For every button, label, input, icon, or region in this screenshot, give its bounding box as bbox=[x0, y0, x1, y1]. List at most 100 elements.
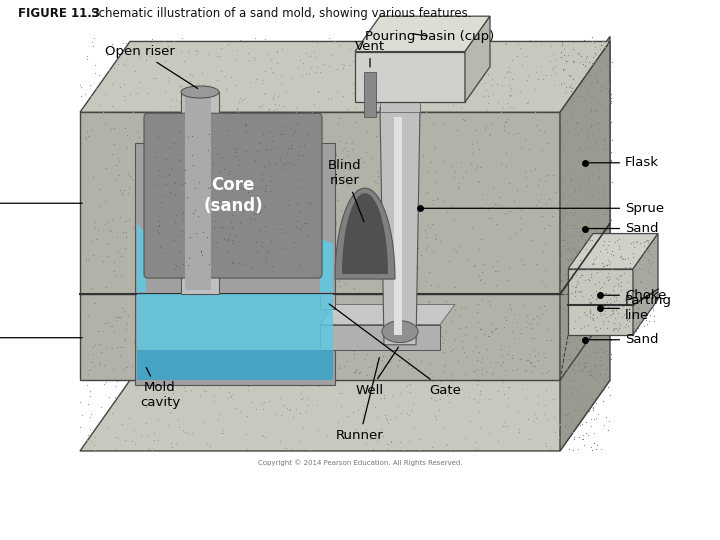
Point bbox=[209, 216, 220, 225]
Point bbox=[401, 226, 413, 234]
Point bbox=[261, 366, 272, 375]
Point bbox=[407, 323, 418, 332]
Point bbox=[601, 316, 613, 325]
Point bbox=[472, 376, 484, 385]
Point bbox=[97, 108, 109, 117]
Point bbox=[606, 265, 618, 273]
Point bbox=[332, 428, 343, 436]
Point bbox=[404, 247, 415, 255]
Point bbox=[325, 50, 336, 59]
Point bbox=[415, 356, 427, 365]
Point bbox=[602, 261, 613, 269]
Point bbox=[643, 246, 654, 255]
Point bbox=[565, 354, 577, 362]
Point bbox=[117, 191, 128, 199]
Point bbox=[397, 283, 408, 292]
Point bbox=[582, 109, 593, 117]
Point bbox=[250, 124, 261, 132]
Point bbox=[594, 284, 606, 292]
Point bbox=[573, 433, 585, 442]
Point bbox=[84, 392, 96, 401]
Point bbox=[294, 141, 306, 150]
Point bbox=[233, 107, 244, 116]
Point bbox=[113, 157, 125, 165]
Point bbox=[317, 174, 328, 183]
Point bbox=[566, 324, 577, 333]
Point bbox=[384, 83, 396, 91]
Point bbox=[541, 71, 552, 79]
Point bbox=[270, 156, 282, 165]
Point bbox=[197, 202, 208, 211]
Point bbox=[469, 444, 481, 453]
Point bbox=[161, 300, 172, 309]
Point bbox=[106, 125, 117, 134]
Point bbox=[603, 357, 615, 366]
Point bbox=[525, 36, 536, 45]
Point bbox=[561, 410, 572, 419]
Point bbox=[412, 244, 423, 253]
Bar bbox=[80, 294, 560, 380]
Point bbox=[308, 99, 320, 108]
Point bbox=[317, 299, 328, 307]
Point bbox=[554, 254, 566, 262]
Point bbox=[606, 156, 617, 164]
Point bbox=[598, 237, 610, 245]
Point bbox=[142, 297, 153, 306]
Point bbox=[322, 227, 333, 236]
Point bbox=[98, 379, 109, 388]
Point bbox=[246, 114, 257, 123]
Point bbox=[287, 229, 298, 238]
Point bbox=[594, 236, 606, 245]
Point bbox=[260, 245, 271, 254]
Point bbox=[135, 254, 146, 262]
Point bbox=[595, 82, 607, 90]
Point bbox=[192, 46, 203, 55]
Point bbox=[408, 91, 419, 99]
Point bbox=[478, 278, 490, 287]
Point bbox=[292, 199, 303, 207]
Point bbox=[485, 326, 496, 335]
Point bbox=[576, 64, 588, 72]
Point bbox=[256, 221, 268, 230]
Point bbox=[580, 310, 591, 319]
Point bbox=[598, 48, 610, 57]
Point bbox=[588, 52, 599, 61]
Point bbox=[595, 41, 606, 50]
Point bbox=[311, 62, 323, 71]
Point bbox=[588, 403, 599, 411]
Point bbox=[251, 248, 263, 256]
Polygon shape bbox=[560, 42, 610, 294]
Point bbox=[447, 100, 459, 109]
Point bbox=[582, 324, 594, 333]
Point bbox=[588, 406, 599, 415]
Point bbox=[153, 301, 165, 310]
Point bbox=[315, 230, 327, 238]
Point bbox=[557, 199, 568, 208]
Point bbox=[632, 258, 644, 266]
Point bbox=[598, 386, 610, 394]
Point bbox=[533, 196, 544, 205]
Point bbox=[583, 41, 595, 50]
Point bbox=[82, 370, 94, 379]
Point bbox=[568, 184, 580, 192]
Point bbox=[141, 430, 153, 439]
Point bbox=[567, 246, 579, 254]
Point bbox=[593, 138, 604, 146]
Point bbox=[466, 57, 477, 65]
Point bbox=[284, 173, 295, 182]
Point bbox=[197, 227, 209, 236]
Point bbox=[377, 352, 389, 360]
Point bbox=[600, 84, 611, 92]
Point bbox=[99, 220, 110, 228]
Point bbox=[318, 377, 330, 386]
Point bbox=[577, 110, 588, 118]
Point bbox=[596, 282, 608, 291]
Point bbox=[330, 344, 342, 353]
Point bbox=[471, 365, 482, 374]
Point bbox=[577, 241, 589, 249]
Point bbox=[515, 325, 526, 333]
Point bbox=[436, 332, 448, 340]
Point bbox=[334, 388, 346, 397]
Point bbox=[610, 306, 621, 315]
Point bbox=[349, 425, 361, 434]
